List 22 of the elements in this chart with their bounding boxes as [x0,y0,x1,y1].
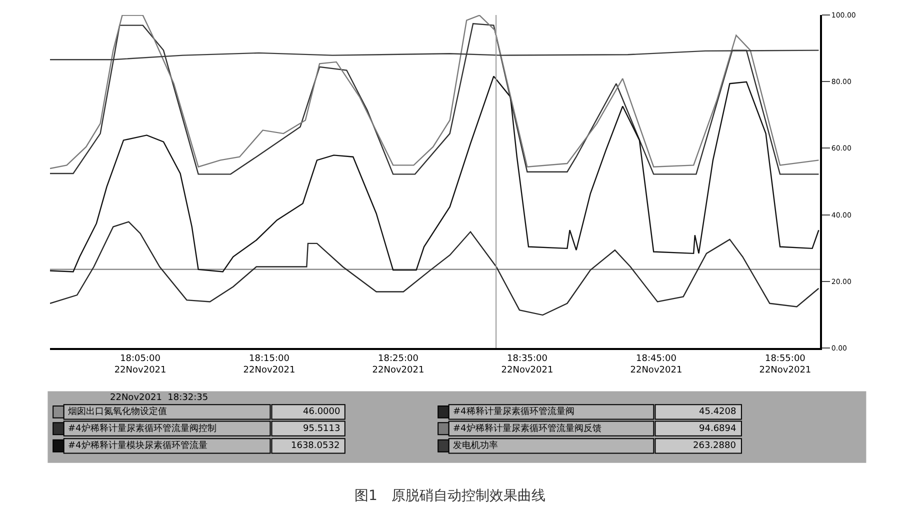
text: 94.6894 [699,424,736,434]
legend-label: 发电机功率 [453,440,498,451]
text: 1638.0532 [291,441,340,451]
legend-label: #4炉稀释计量尿素循环管流量阀控制 [68,423,216,434]
x-tick-label: 18:55:00 22Nov2021 [759,354,812,376]
legend-label: #4炉稀释计量模块尿素循环管流量 [68,440,208,451]
text: 46.0000 [303,407,340,417]
text: 22Nov2021 18:32:35 [110,393,208,403]
text: 95.5113 [303,424,340,434]
x-tick-label: 18:45:00 22Nov2021 [630,354,682,376]
line-series [50,221,820,316]
legend-label: 烟囱出口氮氧化物设定值 [68,406,167,417]
line-series [50,76,820,272]
legend-label: #4稀释计量尿素循环管流量阀 [453,406,574,417]
x-tick-label: 18:35:00 22Nov2021 [501,354,554,376]
legend-label: #4炉稀释计量尿素循环管流量阀反馈 [453,423,602,434]
text: 263.2880 [693,441,736,451]
x-tick-label: 18:05:00 22Nov2021 [114,354,166,376]
x-tick-label: 18:15:00 22Nov2021 [243,354,296,376]
text: 45.4208 [699,407,736,417]
x-tick-label: 18:25:00 22Nov2021 [372,354,424,376]
text: 图1 原脱硝自动控制效果曲线 [354,488,546,504]
